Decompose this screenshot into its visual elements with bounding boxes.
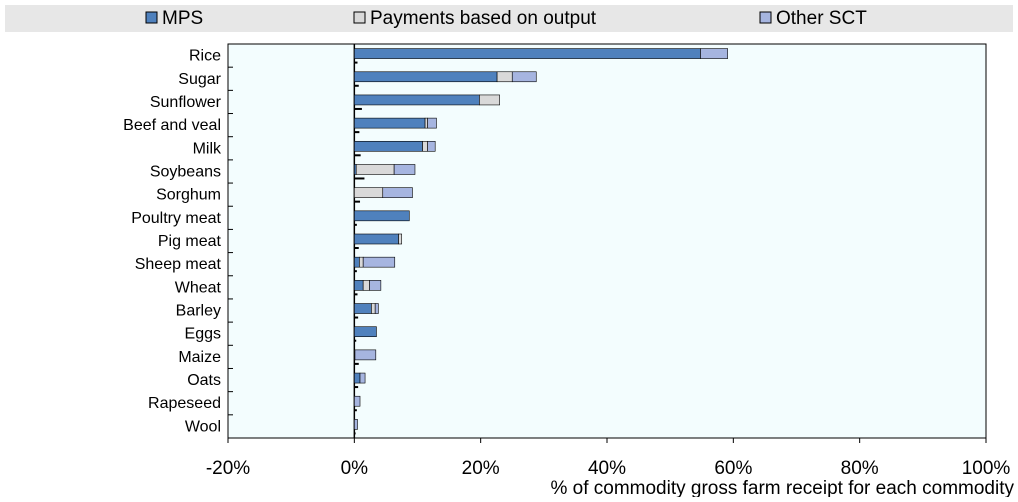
legend-label-payments-based-on-output: Payments based on output: [370, 8, 597, 29]
bar-mps-barley: [354, 303, 372, 314]
bar-other-sct-wheat: [369, 280, 382, 291]
bar-payments-based-on-output-sugar: [496, 71, 513, 83]
category-label-beef-and-veal: Beef and veal: [123, 117, 221, 134]
category-label-eggs: Eggs: [185, 326, 221, 343]
legend: MPS Payments based on output Other SCT: [5, 5, 1013, 32]
bar-payments-based-on-output-pig-meat: [398, 233, 403, 245]
bar-payments-based-on-output-beef-and-veal: [424, 117, 428, 129]
bar-mps-sunflower: [354, 94, 480, 106]
plot-frame: [227, 43, 987, 439]
marker-maize: [354, 362, 359, 365]
marker-eggs: [354, 339, 357, 342]
marker-wool: [354, 432, 356, 435]
category-label-pig-meat: Pig meat: [158, 233, 222, 250]
legend-swatch-other-sct: [759, 11, 772, 24]
category-label-rapeseed: Rapeseed: [148, 395, 221, 412]
marker-pig-meat: [354, 247, 359, 249]
bar-other-sct-oats: [359, 372, 366, 384]
category-label-wheat: Wheat: [175, 279, 222, 296]
category-label-milk: Milk: [193, 140, 222, 157]
marker-oats: [354, 386, 359, 389]
x-tick-label: -20%: [206, 458, 250, 479]
x-tick-label: 20%: [462, 458, 500, 479]
category-label-maize: Maize: [178, 349, 221, 366]
bar-other-sct-sheep-meat: [362, 256, 396, 268]
category-label-wool: Wool: [185, 418, 221, 435]
legend-swatch-mps: [145, 11, 158, 24]
bar-other-sct-sorghum: [382, 187, 413, 198]
marker-sorghum: [354, 200, 361, 203]
bar-mps-pig-meat: [354, 233, 399, 245]
bar-mps-milk: [354, 140, 423, 152]
category-label-oats: Oats: [187, 372, 221, 389]
legend-background: [5, 5, 1013, 32]
legend-label-mps: MPS: [162, 8, 203, 29]
plot-area: -20% 0% 20% 40% 60% 80% 100% Rice Sugar Sunflower…: [123, 43, 1011, 479]
marker-rapeseed: [354, 409, 357, 412]
marker-poultry-meat: [354, 223, 357, 226]
bar-other-sct-beef-and-veal: [427, 117, 437, 129]
bar-payments-based-on-output-milk: [422, 140, 428, 152]
bar-payments-based-on-output-soybeans: [355, 164, 395, 175]
bar-other-sct-wool: [354, 419, 358, 430]
category-label-sheep-meat: Sheep meat: [135, 256, 222, 273]
marker-wheat: [354, 293, 358, 296]
bar-payments-based-on-output-sorghum: [354, 187, 384, 198]
bar-other-sct-barley: [374, 303, 379, 314]
bar-other-sct-soybeans: [393, 164, 416, 175]
bar-payments-based-on-output-barley: [371, 303, 376, 314]
category-label-soybeans: Soybeans: [150, 163, 221, 180]
bar-mps-beef-and-veal: [354, 117, 426, 129]
bar-other-sct-rice: [700, 48, 728, 59]
marker-beef-and-veal: [354, 131, 360, 134]
bar-mps-sheep-meat: [354, 256, 360, 268]
category-label-barley: Barley: [176, 303, 221, 320]
category-label-sorghum: Sorghum: [156, 187, 221, 204]
x-axis-title: % of commodity gross farm receipt for ea…: [550, 478, 1014, 497]
marker-sugar: [354, 84, 359, 87]
x-tick-label: 60%: [714, 458, 752, 479]
category-label-sugar: Sugar: [178, 71, 221, 88]
legend-label-other-sct: Other SCT: [776, 8, 867, 29]
x-tick-label: 40%: [588, 458, 626, 479]
category-label-poultry-meat: Poultry meat: [131, 210, 221, 227]
marker-rice: [354, 61, 358, 64]
bar-payments-based-on-output-wheat: [362, 280, 370, 291]
x-tick-label: 0%: [341, 458, 369, 479]
bar-mps-rice: [354, 48, 701, 59]
category-label-rice: Rice: [189, 48, 221, 65]
marker-sunflower: [354, 107, 362, 110]
marker-sheep-meat: [354, 270, 357, 273]
marker-soybeans: [354, 177, 365, 180]
bar-mps-oats: [354, 372, 361, 384]
bar-payments-based-on-output-sunflower: [479, 94, 500, 106]
bar-other-sct-milk: [427, 140, 436, 152]
bar-payments-based-on-output-sheep-meat: [359, 256, 364, 268]
bar-mps-eggs: [354, 326, 377, 338]
marker-milk: [354, 154, 361, 157]
bar-mps-wheat: [354, 280, 364, 291]
category-label-sunflower: Sunflower: [150, 94, 222, 111]
bar-other-sct-rapeseed: [354, 395, 361, 407]
bar-mps-poultry-meat: [354, 210, 410, 222]
bar-mps-sugar: [354, 71, 498, 83]
legend-swatch-payments-based-on-output: [353, 11, 366, 24]
x-tick-label: 80%: [841, 458, 879, 479]
x-tick-label: 100%: [962, 458, 1011, 479]
bar-other-sct-maize: [354, 349, 377, 361]
bar-other-sct-sugar: [511, 71, 537, 83]
marker-barley: [354, 316, 359, 319]
